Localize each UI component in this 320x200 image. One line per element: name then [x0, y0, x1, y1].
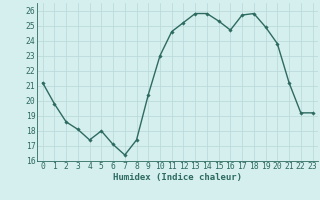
- X-axis label: Humidex (Indice chaleur): Humidex (Indice chaleur): [113, 173, 242, 182]
